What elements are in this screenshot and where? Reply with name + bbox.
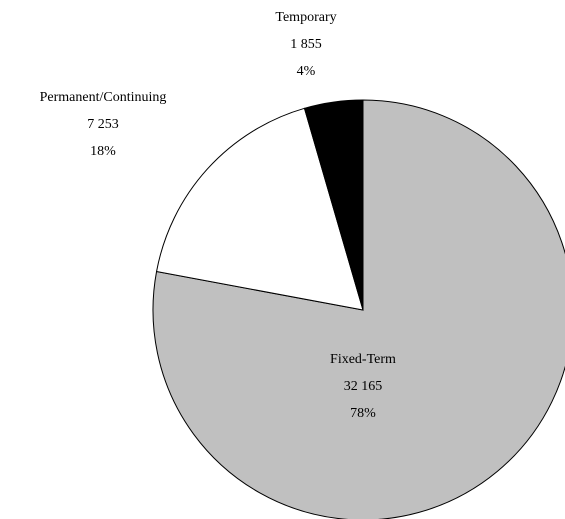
percent-label: 4%: [297, 64, 316, 79]
pie-slice: [155, 107, 364, 311]
pie-slice: [303, 99, 364, 311]
value-label: 7 253: [87, 117, 119, 132]
value-label: 32 165: [344, 379, 383, 394]
percent-label: 78%: [350, 406, 376, 421]
slice-label: Temporary: [275, 10, 336, 25]
value-label: 1 855: [290, 37, 322, 52]
slice-label: Fixed-Term: [330, 352, 396, 367]
percent-label: 18%: [90, 144, 116, 159]
slice-label: Permanent/Continuing: [40, 90, 167, 105]
